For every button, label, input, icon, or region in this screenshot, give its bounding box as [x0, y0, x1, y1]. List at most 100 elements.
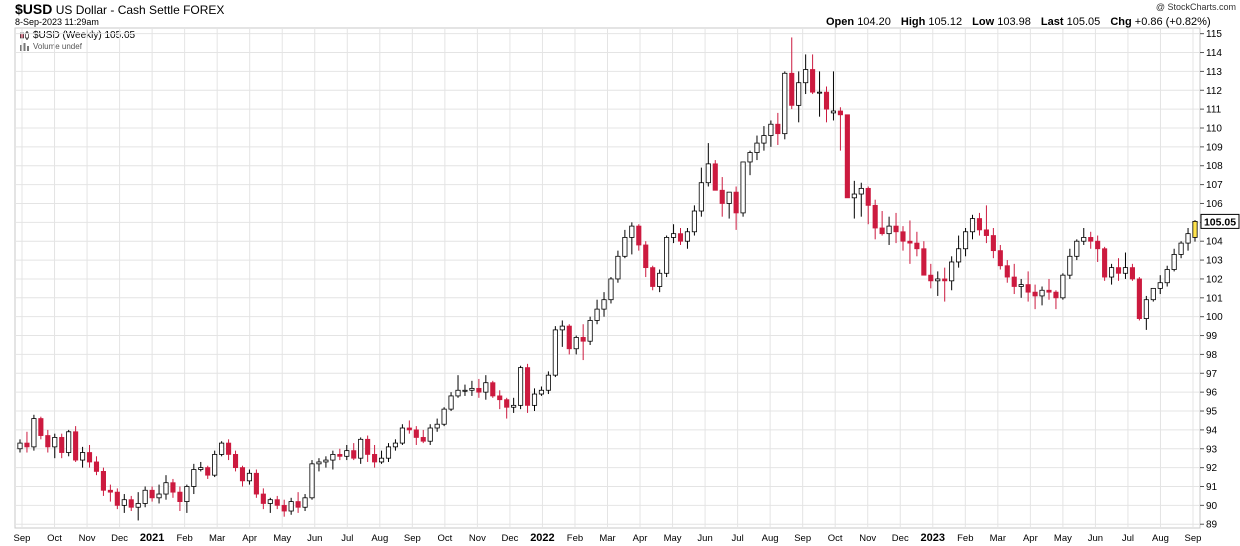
candle-body [754, 142, 760, 153]
x-tick-label: Jul [732, 533, 744, 544]
legend-series-label: $USD (Weekly) 105.05 [33, 30, 136, 41]
candle-body [900, 231, 906, 242]
candle-body [45, 435, 51, 448]
x-tick-label: Jun [1088, 533, 1103, 544]
candle-body [893, 225, 899, 233]
x-tick-label: Aug [762, 533, 779, 544]
candle-body [253, 472, 259, 495]
candle-body [1178, 242, 1184, 255]
y-tick-label: 99 [1206, 331, 1218, 342]
y-tick-label: 110 [1206, 124, 1222, 135]
x-tick-label: Apr [1023, 533, 1038, 544]
candle-body [128, 499, 134, 508]
candle-body [559, 325, 565, 331]
candle-body [66, 431, 72, 453]
candle-body [1171, 254, 1177, 270]
candle-body [441, 408, 447, 425]
candle-body [817, 91, 823, 94]
y-tick-label: 102 [1206, 274, 1223, 285]
candle-body [872, 204, 878, 229]
y-tick-label: 96 [1206, 388, 1218, 399]
y-tick-label: 109 [1206, 142, 1223, 153]
x-tick-label: 2023 [921, 532, 945, 544]
open-value: 104.20 [857, 16, 891, 28]
x-tick-label: Nov [859, 533, 876, 544]
x-tick-label: Apr [242, 533, 257, 544]
candle-body [789, 72, 795, 106]
candle-body [469, 387, 475, 391]
candle-body [1074, 240, 1080, 257]
candle-body [476, 387, 482, 393]
x-tick-label: Feb [957, 533, 973, 544]
candle-body [1109, 267, 1115, 278]
candle-body [1004, 265, 1010, 278]
last-candle [1192, 220, 1198, 238]
candle-body [52, 437, 58, 448]
x-tick-label: Jul [341, 533, 353, 544]
candle-body [226, 442, 232, 455]
candle-body [983, 229, 989, 236]
candle-body [281, 504, 287, 512]
x-tick-label: 2022 [530, 532, 554, 544]
candle-body [73, 431, 79, 461]
candle-body [1143, 299, 1149, 319]
y-tick-label: 95 [1206, 407, 1218, 418]
candle-body [399, 427, 405, 444]
candle-body [768, 123, 774, 136]
candle-body [691, 210, 697, 233]
candle-body [712, 163, 718, 191]
y-tick-label: 92 [1206, 463, 1218, 474]
candle-body [59, 437, 65, 453]
candle-body [420, 437, 426, 442]
candle-body [114, 491, 120, 506]
candle-body [156, 493, 162, 499]
legend-volume-label: Volume undef [33, 42, 82, 51]
candle-body [246, 472, 252, 482]
candle-body [643, 244, 649, 269]
x-tick-label: Mar [990, 533, 1006, 544]
candle-body [921, 248, 927, 276]
candle-body [670, 233, 677, 238]
ohlc-summary: Open 104.20 High 105.12 Low 103.98 Last … [826, 16, 1218, 28]
candle-body [552, 329, 558, 376]
candle-body [212, 454, 218, 476]
candle-body [747, 152, 753, 163]
x-tick-label: Jun [307, 533, 322, 544]
candle-body [664, 237, 670, 274]
candle-body [830, 110, 837, 114]
volume-legend-icon [20, 43, 29, 51]
candle-body [107, 489, 113, 493]
candle-body [358, 438, 364, 459]
x-tick-label: Dec [501, 533, 518, 544]
candle-body [323, 459, 329, 463]
candle-body [177, 491, 183, 502]
y-tick-label: 106 [1206, 199, 1223, 210]
instrument-name: US Dollar - Cash Settle [55, 3, 180, 17]
candle-body [803, 69, 809, 84]
exchange: FOREX [183, 3, 225, 17]
x-tick-label: Jun [697, 533, 712, 544]
x-tick-label: Dec [111, 533, 128, 544]
y-tick-label: 107 [1206, 180, 1223, 191]
candle-body [337, 454, 343, 457]
candle-body [990, 235, 996, 252]
legend-volume: Volume undef [19, 41, 135, 52]
candle-body [385, 446, 392, 459]
candle-body [963, 231, 969, 250]
candle-body [879, 227, 885, 235]
x-tick-label: Sep [404, 533, 421, 544]
candle-body [1136, 278, 1142, 319]
last-label: Last [1040, 16, 1064, 28]
x-tick-label: May [664, 533, 682, 544]
candle-body [865, 187, 871, 206]
x-tick-label: 2021 [140, 532, 164, 544]
candle-body [823, 91, 830, 110]
candle-body [858, 187, 864, 195]
candle-body [100, 470, 106, 491]
candle-body [601, 299, 607, 310]
y-tick-label: 115 [1206, 29, 1222, 40]
candle-body [427, 427, 433, 442]
candle-body [851, 193, 857, 199]
candle-body [1185, 233, 1191, 244]
